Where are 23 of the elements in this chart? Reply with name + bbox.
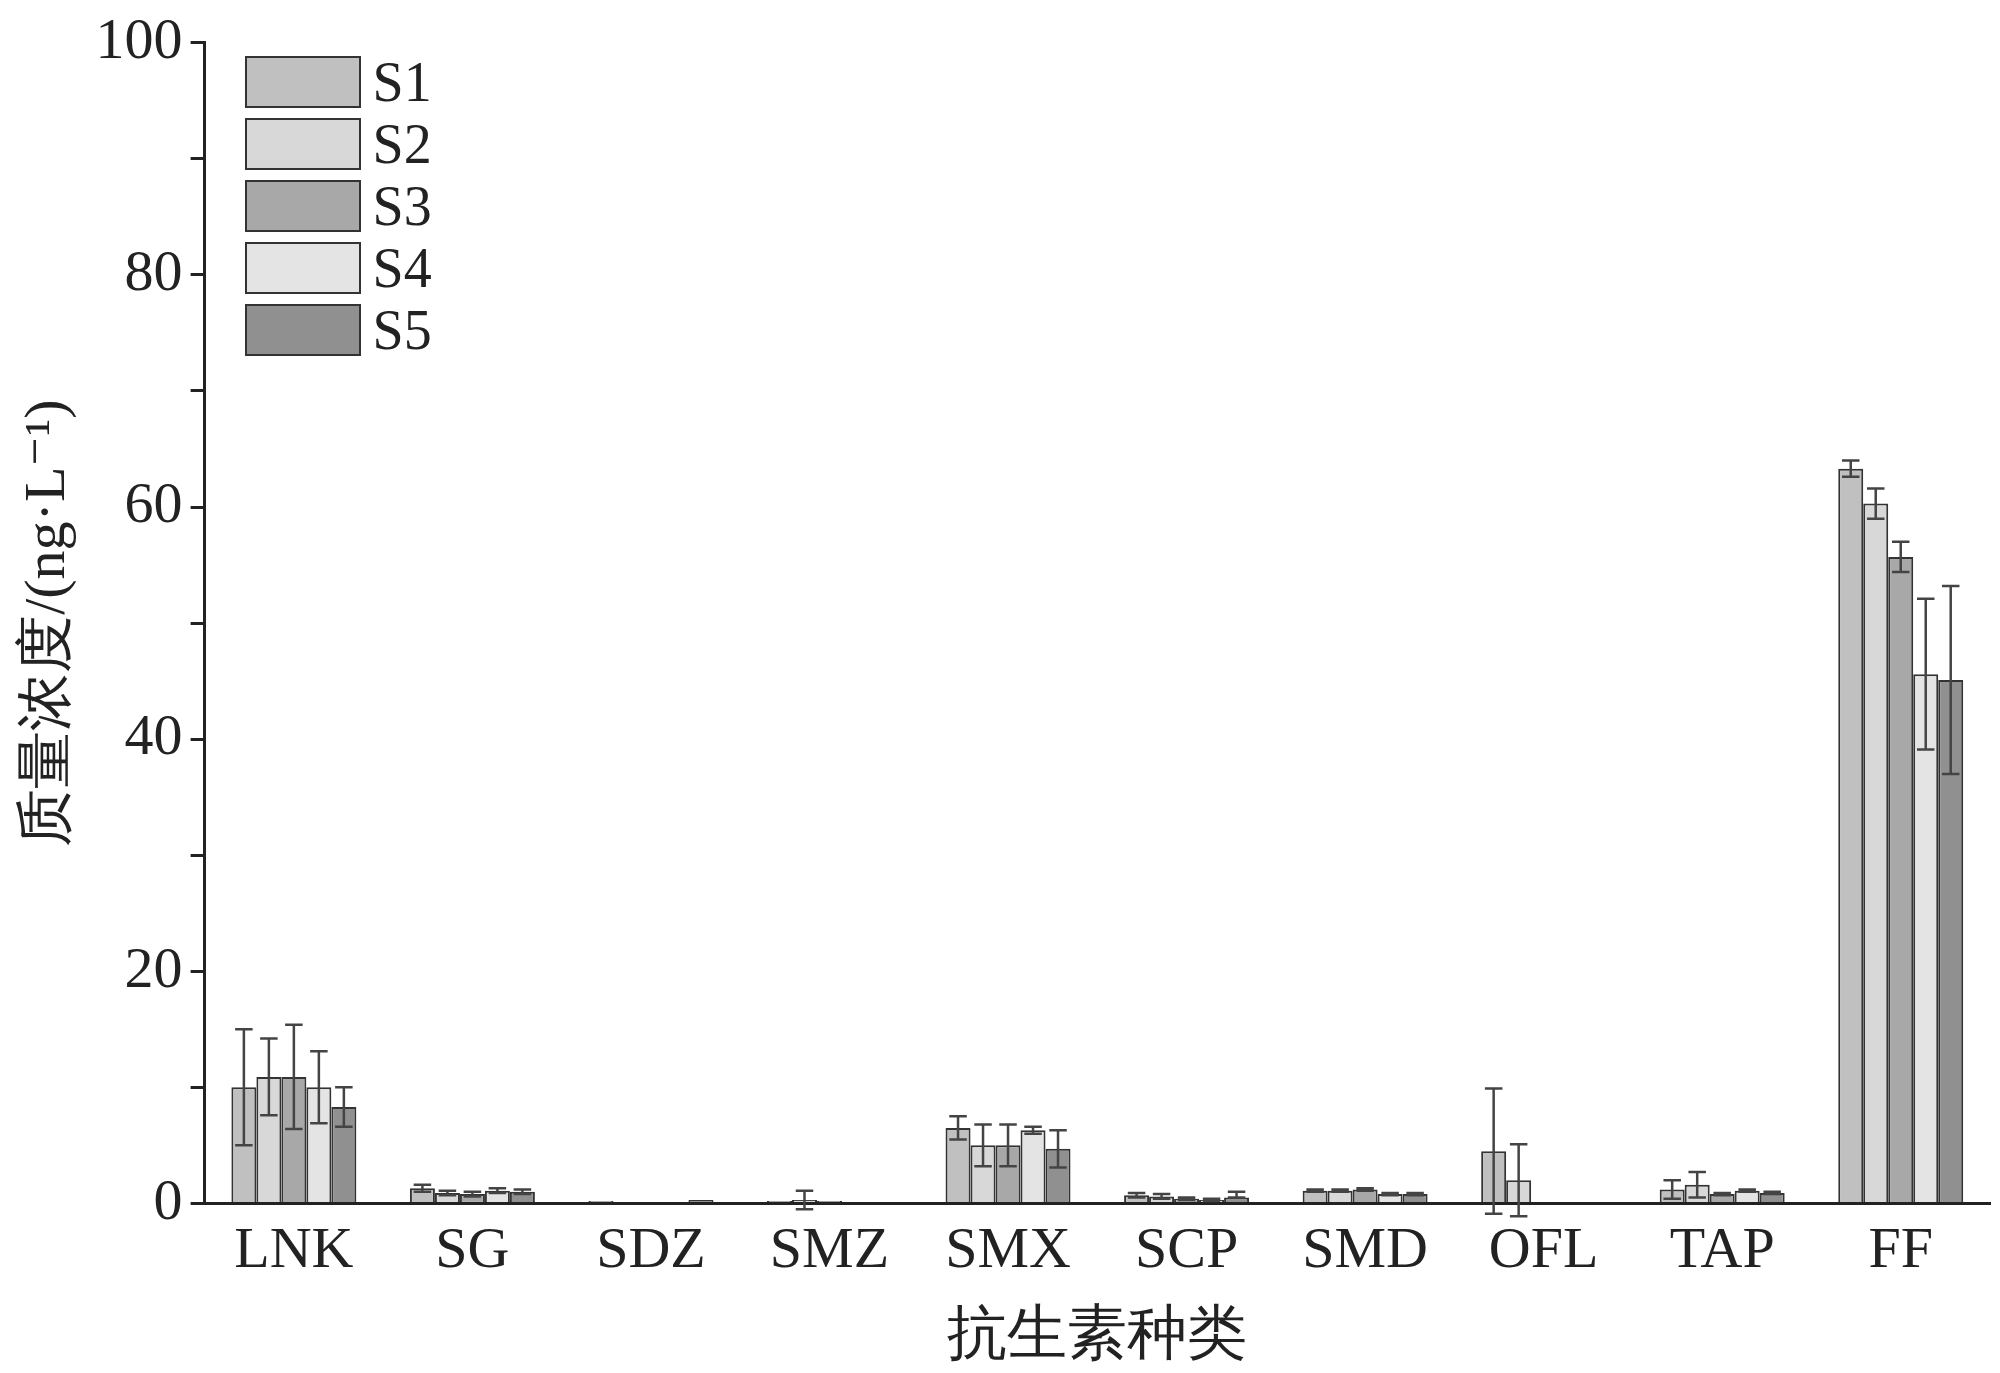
x-tick-label: LNK <box>234 1215 354 1281</box>
x-tick-label: SCP <box>1134 1215 1239 1281</box>
x-tick-label: SMX <box>945 1215 1071 1281</box>
legend-label: S4 <box>372 235 432 300</box>
legend-label: S5 <box>372 297 432 362</box>
y-tick-label: 40 <box>124 702 183 768</box>
x-tick-label: SG <box>435 1215 510 1281</box>
legend-label: S2 <box>372 111 432 176</box>
y-tick-label: 100 <box>95 6 183 72</box>
y-tick-label: 80 <box>124 238 183 304</box>
x-tick-label: SMZ <box>769 1215 890 1281</box>
y-tick-label: 20 <box>124 934 183 1000</box>
x-tick-label: SDZ <box>596 1215 706 1281</box>
y-axis-title: 质量浓度/(ng·L⁻¹) <box>12 399 78 847</box>
x-tick-label: TAP <box>1669 1215 1775 1281</box>
x-tick-label: FF <box>1868 1215 1933 1281</box>
x-tick-label: OFL <box>1488 1215 1599 1281</box>
legend-label: S1 <box>372 49 432 114</box>
y-tick-label: 0 <box>153 1166 183 1232</box>
y-tick-label: 60 <box>124 470 183 536</box>
x-axis-title: 抗生素种类 <box>947 1299 1248 1366</box>
x-tick-label: SMD <box>1302 1215 1428 1281</box>
legend-label: S3 <box>372 173 432 238</box>
